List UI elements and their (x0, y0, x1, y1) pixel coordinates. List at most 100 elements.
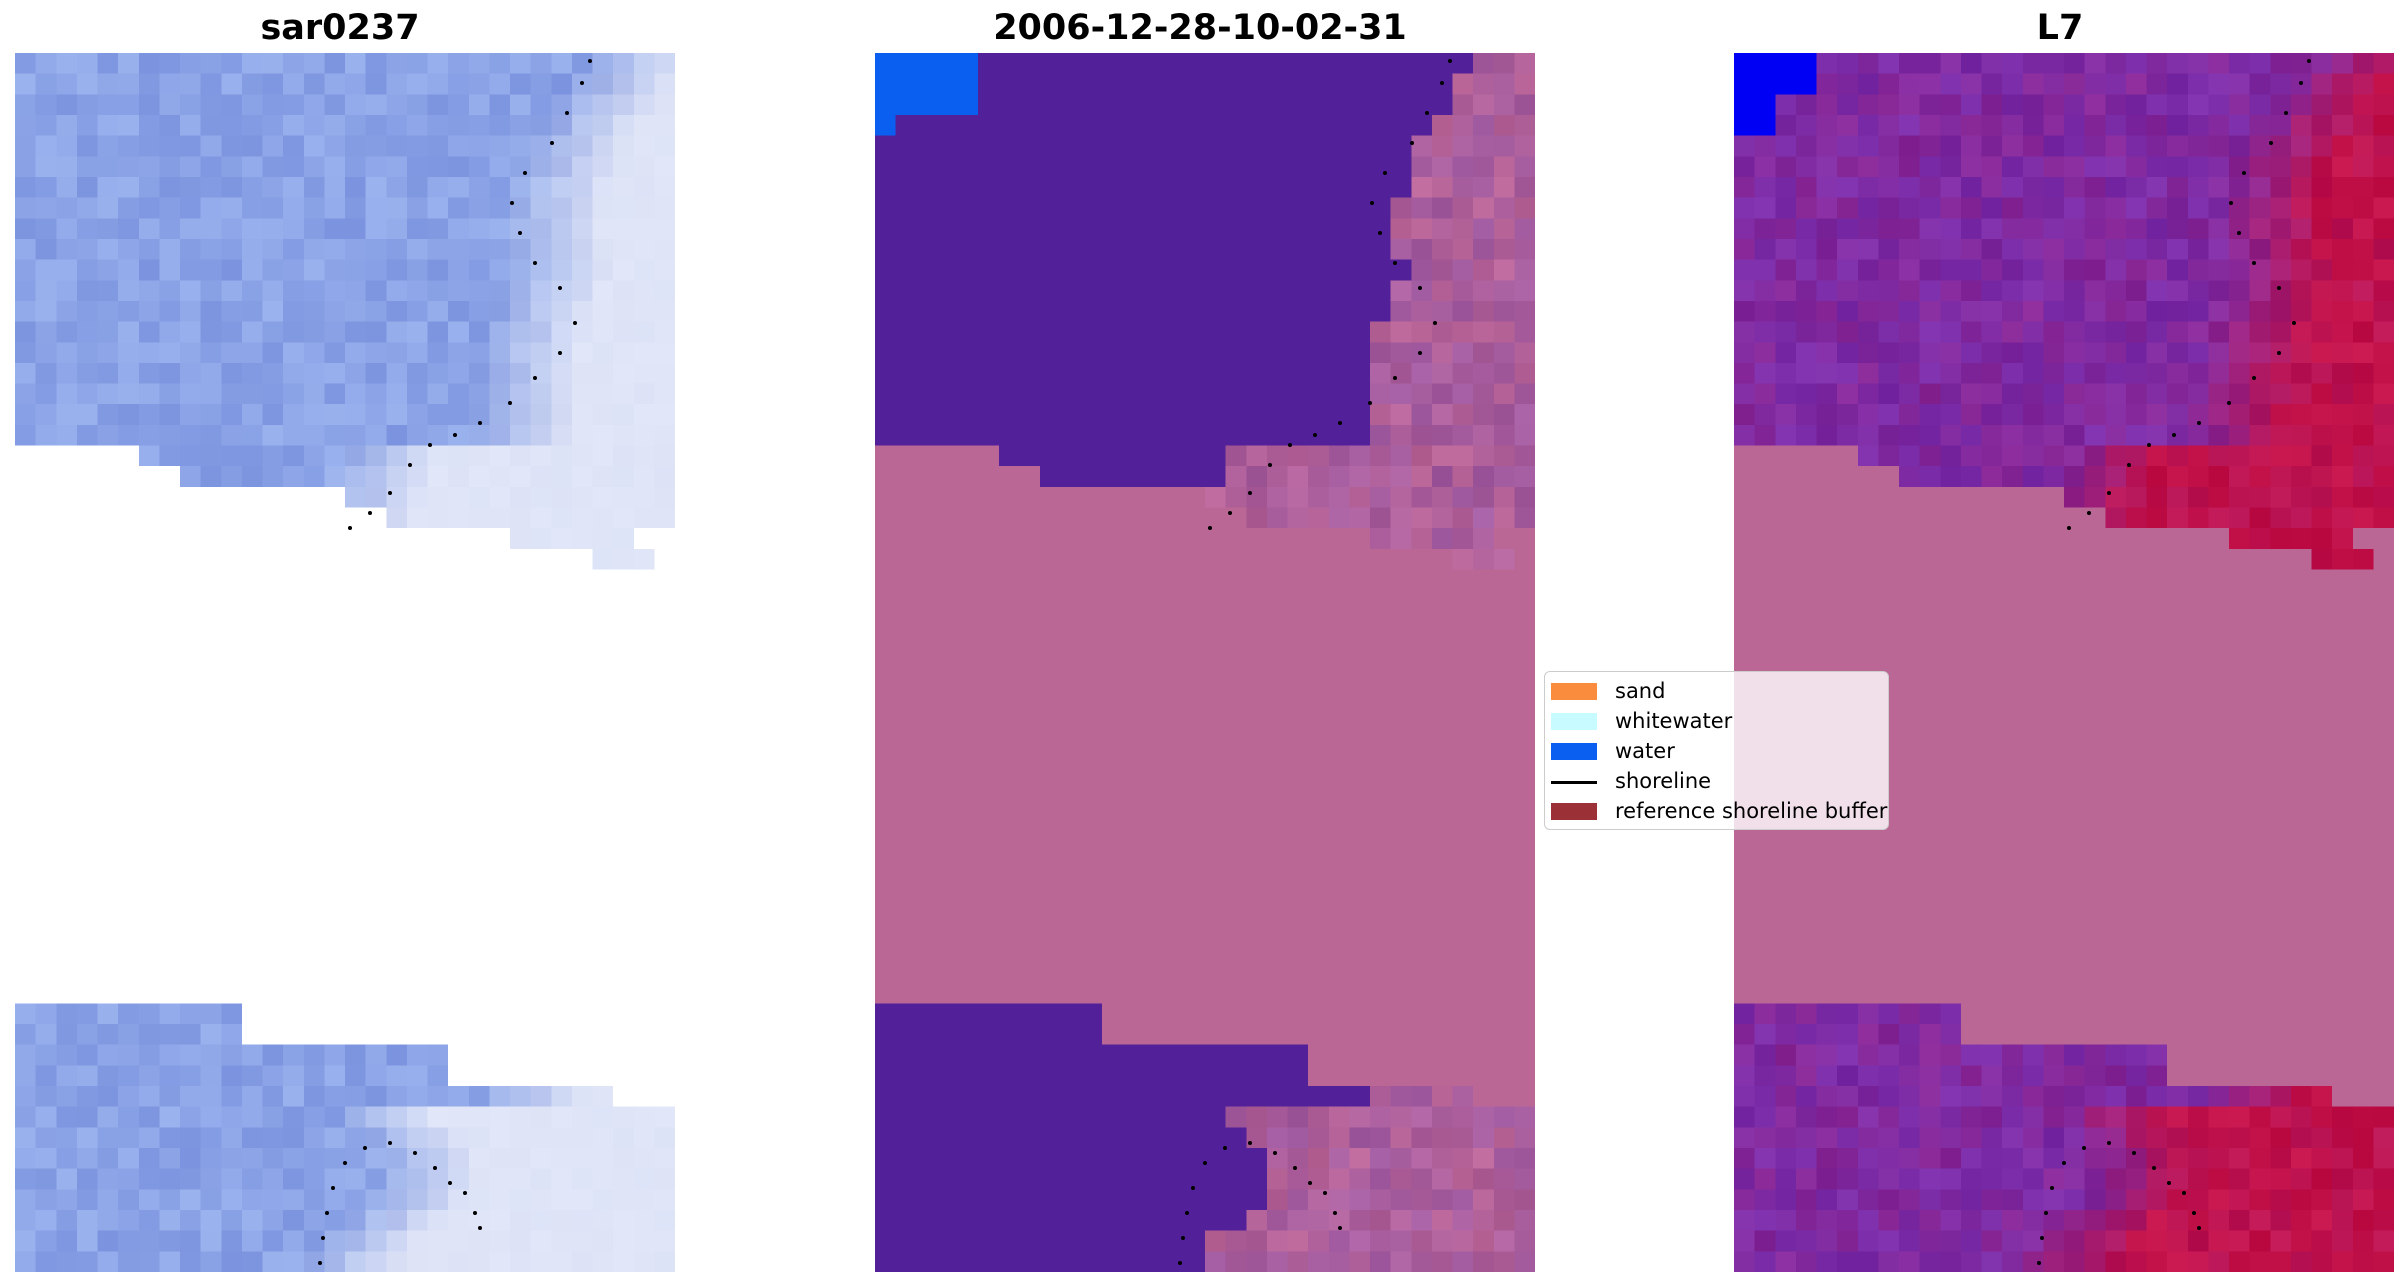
shoreline-point (1288, 443, 1292, 447)
shoreline-point (473, 1211, 477, 1215)
shoreline-point (2067, 526, 2071, 530)
shoreline-point (408, 463, 412, 467)
legend-label-shoreline: shoreline (1615, 769, 1712, 793)
rgb-image (15, 53, 675, 1272)
legend-item-whitewater: whitewater (1551, 706, 1732, 736)
whitewater-swatch (1551, 712, 1597, 730)
shoreline-point (453, 433, 457, 437)
legend: sand whitewater water shoreline referenc… (1544, 671, 1889, 830)
shoreline-point (2227, 401, 2231, 405)
shoreline-point (2197, 421, 2201, 425)
shoreline-point (2269, 141, 2273, 145)
shoreline-point (1418, 286, 1422, 290)
shoreline-point (2292, 321, 2296, 325)
shoreline-point (1418, 351, 1422, 355)
shoreline-point (2132, 1151, 2136, 1155)
shoreline-point (2277, 286, 2281, 290)
shoreline-point (413, 1151, 417, 1155)
legend-item-water: water (1551, 736, 1675, 766)
shoreline-point (2087, 511, 2091, 515)
shoreline-point (1248, 491, 1252, 495)
shoreline-overlay-rgb (318, 59, 592, 1265)
shoreline-point (388, 1141, 392, 1145)
shoreline-point (1370, 201, 1374, 205)
shoreline-point (2182, 1191, 2186, 1195)
shoreline-point (2237, 231, 2241, 235)
shoreline-point (1338, 1226, 1342, 1230)
shoreline-point (558, 351, 562, 355)
shoreline-point (1323, 1191, 1327, 1195)
shoreline-point (2192, 1211, 2196, 1215)
shoreline-point (1191, 1186, 1195, 1190)
shoreline-point (533, 376, 537, 380)
shoreline-point (565, 111, 569, 115)
shoreline-point (363, 1146, 367, 1150)
shoreline-point (448, 1181, 452, 1185)
shoreline-point (343, 1161, 347, 1165)
shoreline-point (1208, 526, 1212, 530)
shoreline-point (2299, 81, 2303, 85)
shoreline-point (2040, 1236, 2044, 1240)
shoreline-point (2172, 433, 2176, 437)
shoreline-point (1448, 59, 1452, 63)
legend-item-reference-buffer: reference shoreline buffer (1551, 796, 1887, 826)
shoreline-point (2050, 1186, 2054, 1190)
shoreline-point (508, 401, 512, 405)
shoreline-point (1228, 511, 1232, 515)
shoreline-point (573, 321, 577, 325)
shoreline-point (1433, 321, 1437, 325)
legend-label-sand: sand (1615, 679, 1666, 703)
shoreline-point (348, 526, 352, 530)
shoreline-point (368, 511, 372, 515)
classified-image-panel (875, 53, 1535, 1272)
shoreline-point (1293, 1166, 1297, 1170)
shoreline-point (518, 231, 522, 235)
shoreline-point (523, 171, 527, 175)
shoreline-point (2252, 261, 2256, 265)
shoreline-point (478, 1226, 482, 1230)
shoreline-point (1378, 231, 1382, 235)
rgb-image-panel (15, 53, 675, 1272)
shoreline-point (1248, 1141, 1252, 1145)
legend-label-water: water (1615, 739, 1675, 763)
shoreline-point (463, 1191, 467, 1195)
legend-label-reference-buffer: reference shoreline buffer (1615, 799, 1888, 823)
shoreline-overlay-classified (1178, 59, 1452, 1265)
legend-label-whitewater: whitewater (1615, 709, 1733, 733)
sand-swatch (1551, 682, 1597, 700)
shoreline-point (2252, 376, 2256, 380)
shoreline-point (1273, 1151, 1277, 1155)
panel-title-date: 2006-12-28-10-02-31 (993, 8, 1407, 48)
shoreline-point (2082, 1146, 2086, 1150)
shoreline-point (550, 141, 554, 145)
shoreline-point (2242, 171, 2246, 175)
shoreline-point (2197, 1226, 2201, 1230)
shoreline-point (325, 1211, 329, 1215)
shoreline-point (321, 1236, 325, 1240)
shoreline-point (1181, 1236, 1185, 1240)
shoreline-point (1440, 81, 1444, 85)
shoreline-point (1393, 261, 1397, 265)
shoreline-point (1223, 1146, 1227, 1150)
shoreline-point (2152, 1166, 2156, 1170)
shoreline-point (2107, 491, 2111, 495)
water-swatch (1551, 742, 1597, 760)
shoreline-point (2127, 463, 2131, 467)
shoreline-point (478, 421, 482, 425)
index-image (1734, 53, 2394, 1272)
panel-title-sar0237: sar0237 (260, 8, 420, 48)
legend-item-sand: sand (1551, 676, 1665, 706)
reference-buffer-swatch (1551, 802, 1597, 820)
shoreline-point (331, 1186, 335, 1190)
shoreline-point (2044, 1211, 2048, 1215)
shoreline-point (1383, 171, 1387, 175)
panel-title-l7: L7 (2036, 8, 2084, 48)
shoreline-point (588, 59, 592, 63)
shoreline-point (2107, 1141, 2111, 1145)
shoreline-point (428, 443, 432, 447)
classified-image (875, 53, 1535, 1272)
shoreline-point (433, 1166, 437, 1170)
shoreline-point (558, 286, 562, 290)
index-image-panel (1734, 53, 2394, 1272)
shoreline-point (318, 1261, 322, 1265)
